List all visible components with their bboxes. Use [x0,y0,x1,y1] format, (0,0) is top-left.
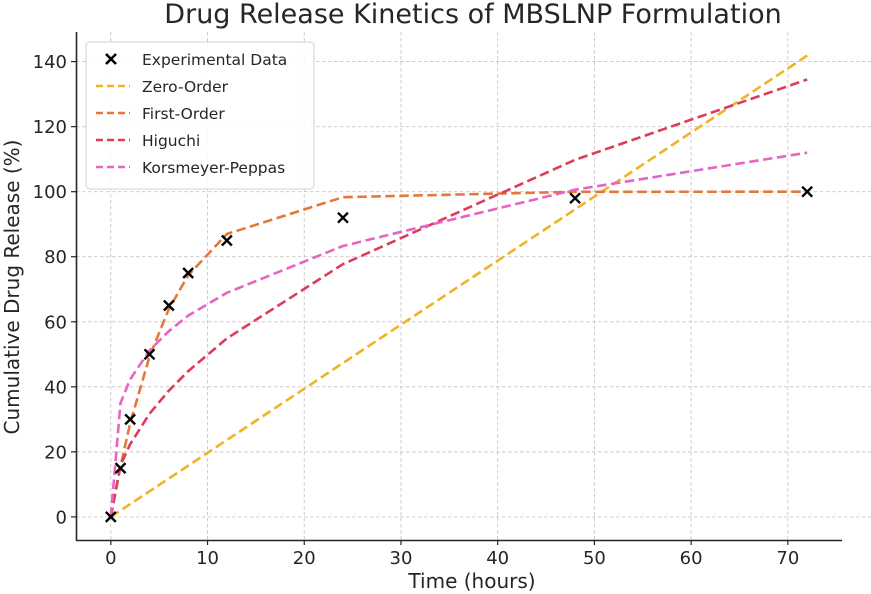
x-tick-label: 0 [105,548,116,569]
legend-label: First-Order [142,105,225,123]
x-tick-label: 50 [583,548,606,569]
y-tick-label: 0 [56,507,67,528]
experimental-data-point [162,299,175,312]
chart-title: Drug Release Kinetics of MBSLNP Formulat… [164,0,781,30]
x-tick-label: 20 [293,548,316,569]
series-lines [109,54,808,518]
legend-entry-first-order: First-Order [96,105,225,123]
higuchi-line [109,78,808,518]
experimental-data-point [104,511,117,523]
y-tick-label: 40 [44,377,67,398]
x-tick-label: 30 [390,548,413,569]
y-axis-label: Cumulative Drug Release (%) [0,140,24,435]
x-tick-label: 70 [776,548,799,569]
y-tick-label: 60 [44,312,67,333]
experimental-data-point [182,267,195,279]
experimental-data-point [221,234,233,247]
first-order-line [109,190,808,518]
y-tick-label: 100 [33,182,67,203]
legend-label: Korsmeyer-Peppas [142,159,285,177]
experimental-data-point [143,348,156,361]
x-tick-label: 10 [196,548,219,569]
y-ticks: 0 20 40 60 80 100 120 140 [33,52,76,528]
x-ticks: 0 10 20 30 40 50 60 70 [105,540,799,569]
y-tick-label: 120 [33,117,67,138]
y-tick-label: 80 [44,247,67,268]
legend-label: Experimental Data [142,51,287,69]
experimental-data-point [801,185,814,198]
legend-entry-zero-order: Zero-Order [96,78,229,96]
legend-entry-higuchi: Higuchi [96,132,200,150]
y-tick-label: 20 [44,442,67,463]
legend-entry-experimental-data: Experimental Data [105,51,287,69]
korsmeyer-peppas-line [109,151,808,518]
legend: Experimental Data Zero-Order First-Order Hi… [85,41,315,190]
experimental-data-point [114,462,127,474]
x-tick-label: 60 [680,548,703,569]
legend-label: Zero-Order [142,78,229,96]
legend-frame [85,41,315,190]
y-tick-label: 140 [33,52,67,73]
experimental-data-point [569,192,581,205]
series-markers [104,185,814,523]
x-axis-label: Time (hours) [407,569,535,593]
legend-label: Higuchi [142,132,200,150]
legend-entry-korsmeyer-peppas: Korsmeyer-Peppas [96,159,285,177]
axes [75,32,842,542]
experimental-data-point [337,211,349,224]
x-tick-label: 40 [486,548,509,569]
zero-order-line [110,54,808,518]
experimental-data-point [124,413,137,426]
